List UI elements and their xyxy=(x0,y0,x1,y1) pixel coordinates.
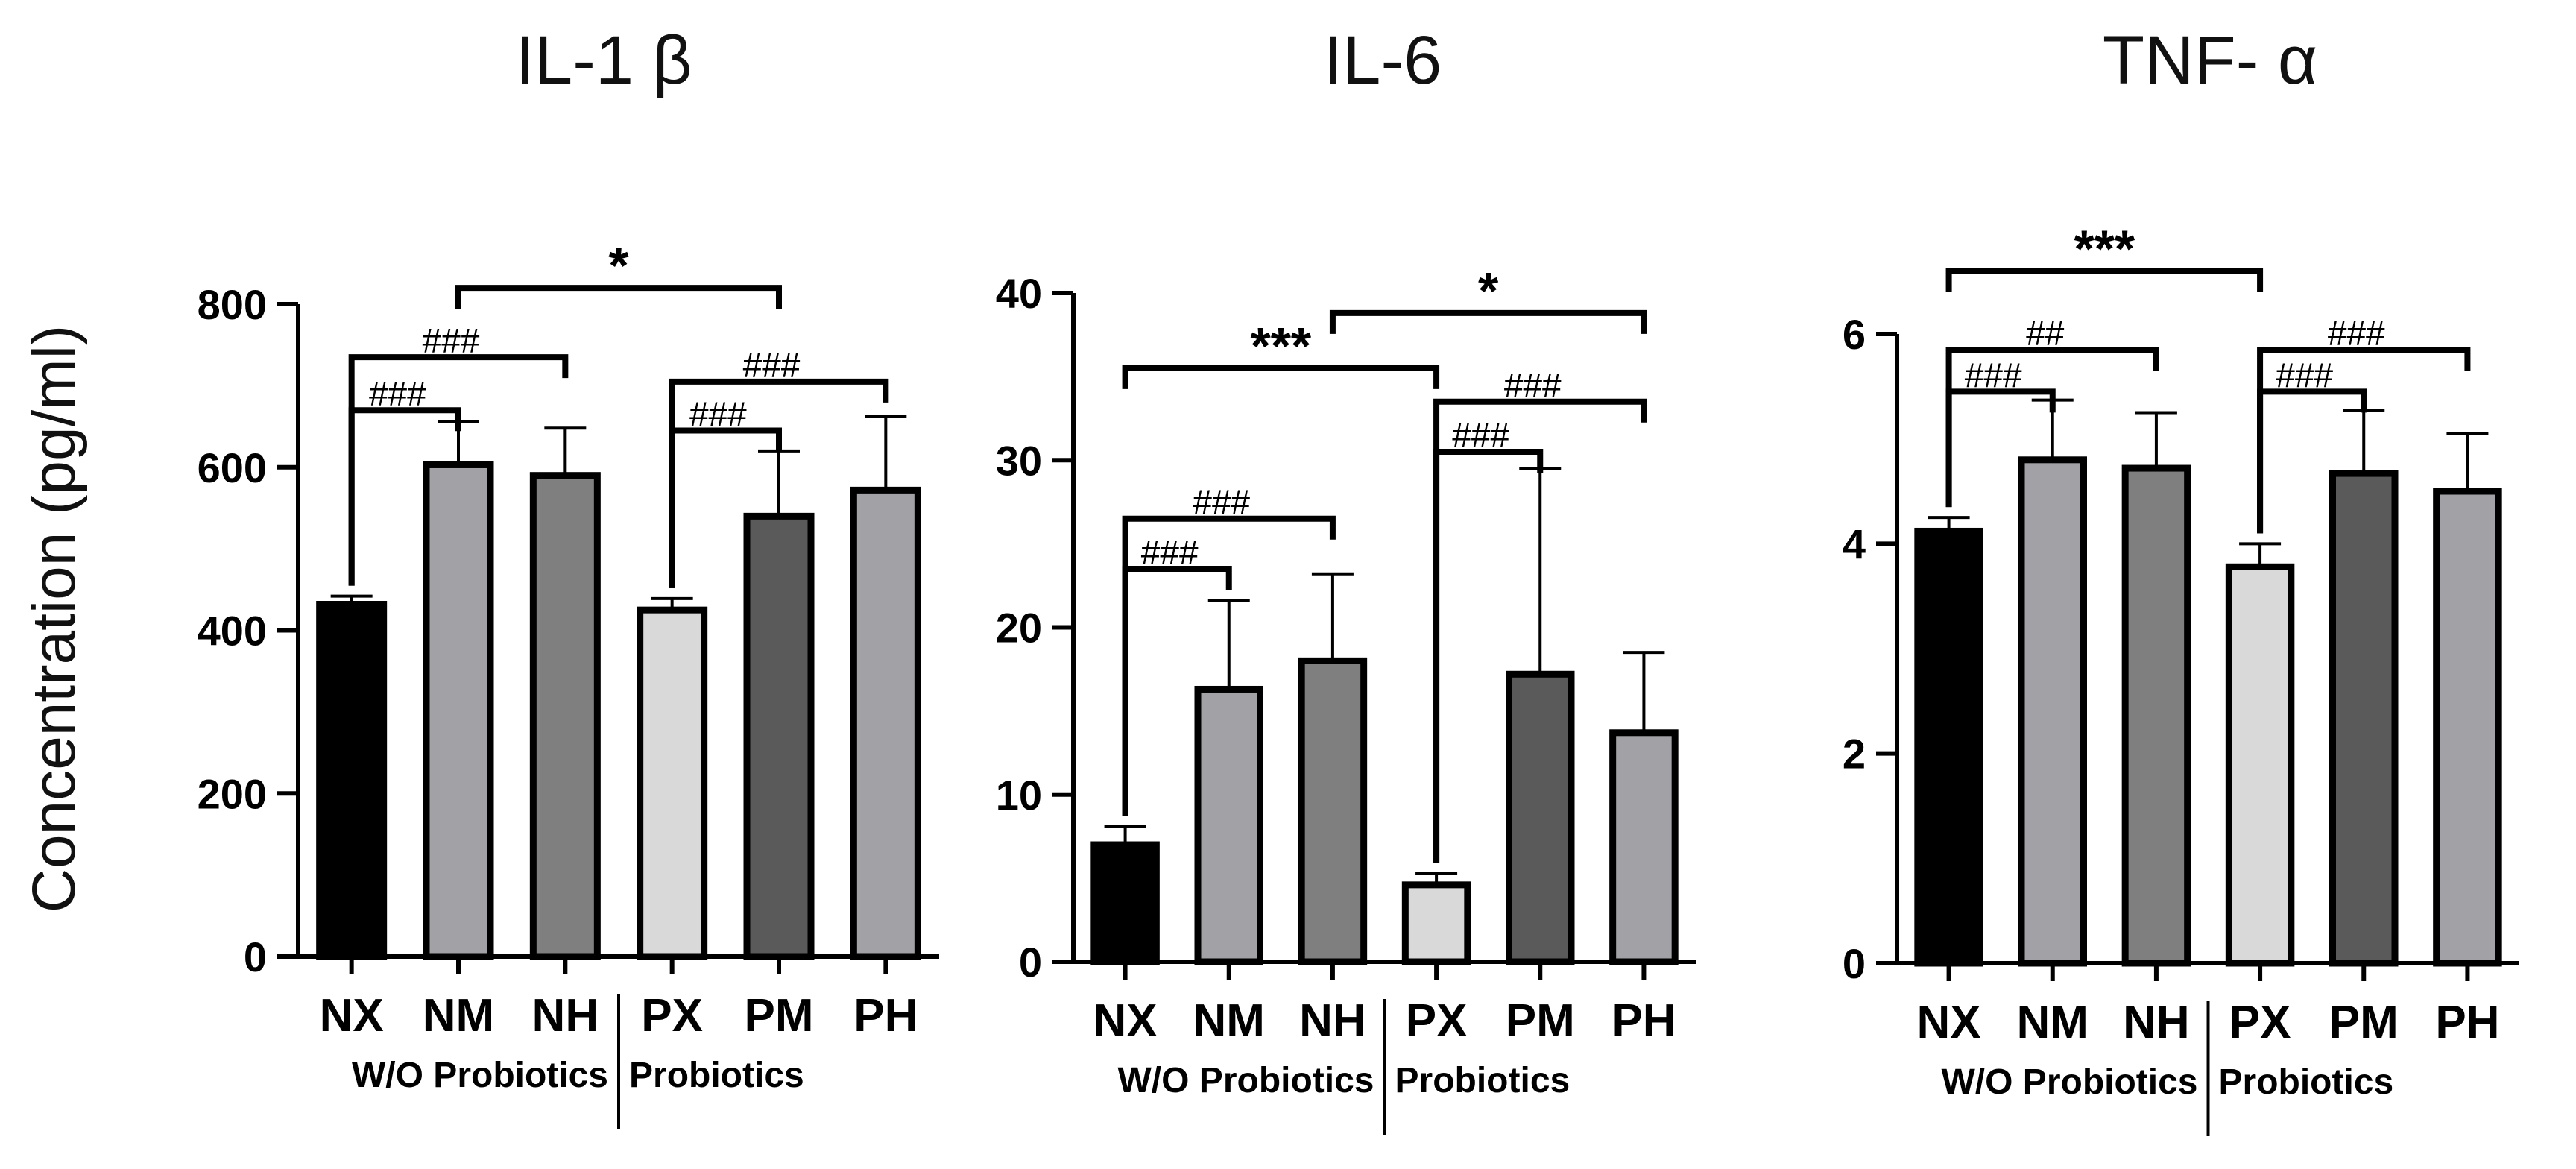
group-label: Probiotics xyxy=(2219,1062,2394,1102)
x-tick-label: NH xyxy=(1299,995,1366,1047)
bar-nx xyxy=(1914,527,1983,967)
significance-stars: * xyxy=(608,236,629,294)
x-tick-label: NM xyxy=(423,990,494,1042)
significance-hashes: ### xyxy=(1141,533,1199,572)
bar-nh xyxy=(529,472,601,960)
y-tick-label: 30 xyxy=(996,437,1042,484)
group-label: W/O Probiotics xyxy=(1941,1062,2197,1102)
x-tick-label: NH xyxy=(2123,997,2190,1048)
significance-hashes: ### xyxy=(2276,356,2333,394)
significance-bracket xyxy=(348,407,461,586)
chart-panel-1: IL-1 β 0 200 400 600 800 NX NM NH PX PM PH W/O Probi… xyxy=(198,22,939,1129)
x-tick-label: NH xyxy=(532,990,599,1042)
y-tick-label: 600 xyxy=(198,444,267,491)
significance-bracket xyxy=(1945,388,2056,508)
y-tick-label: 0 xyxy=(1019,939,1042,986)
significance-bracket xyxy=(1945,268,2264,292)
significance-stars: * xyxy=(1478,262,1499,320)
group-label: W/O Probiotics xyxy=(352,1056,608,1095)
y-tick-label: 20 xyxy=(996,605,1042,652)
significance-bracket xyxy=(669,427,782,588)
significance-hashes: ### xyxy=(1965,356,2022,394)
significance-hashes: ### xyxy=(743,346,801,385)
significance-bracket xyxy=(455,285,782,309)
y-tick-label: 400 xyxy=(198,608,267,655)
significance-bracket xyxy=(1329,309,1647,334)
bar-nm xyxy=(423,461,494,960)
bar-pm xyxy=(2329,470,2399,967)
group-label: Probiotics xyxy=(1395,1061,1570,1100)
y-axis-label: Concentration (pg/ml) xyxy=(20,325,88,913)
bar-nh xyxy=(1298,657,1368,965)
x-tick-label: NX xyxy=(1917,997,1981,1048)
x-tick-label: PM xyxy=(745,990,814,1042)
bar-nm xyxy=(2018,456,2087,967)
x-tick-label: PM xyxy=(1506,995,1575,1047)
chart-panel-3: TNF- α 0 2 4 6 NX NM NH PX PM PH W/O Probiotics Prob… xyxy=(1843,22,2519,1136)
y-tick-label: 0 xyxy=(244,933,267,980)
y-tick-label: 10 xyxy=(996,772,1042,819)
significance-hashes: ### xyxy=(1504,366,1562,405)
significance-hashes: ### xyxy=(1452,416,1509,455)
bar-px xyxy=(1401,881,1471,965)
significance-hashes: ### xyxy=(369,374,426,413)
group-label: W/O Probiotics xyxy=(1117,1061,1374,1100)
x-tick-label: NX xyxy=(320,990,384,1042)
bar-pm xyxy=(743,512,815,960)
y-tick-label: 200 xyxy=(198,770,267,817)
chart-panel-2: IL-6 0 10 20 30 40 NX NM NH PX PM PH W/O Probiotics P… xyxy=(996,22,1696,1135)
x-tick-label: PX xyxy=(641,990,703,1042)
x-tick-label: NM xyxy=(1193,995,1265,1047)
bar-px xyxy=(637,606,708,960)
x-tick-label: NM xyxy=(2017,997,2089,1048)
bar-ph xyxy=(850,486,921,960)
x-tick-label: PM xyxy=(2329,997,2399,1048)
x-tick-label: PX xyxy=(2229,997,2291,1048)
bar-pm xyxy=(1506,670,1575,965)
significance-hashes: ### xyxy=(689,395,747,434)
y-tick-label: 800 xyxy=(198,281,267,328)
significance-bracket xyxy=(1433,449,1544,863)
significance-bracket xyxy=(1122,566,1232,816)
bar-nh xyxy=(2121,464,2191,967)
y-tick-label: 40 xyxy=(996,270,1042,317)
bar-ph xyxy=(1609,729,1679,965)
group-label: Probiotics xyxy=(629,1056,804,1095)
x-tick-label: PH xyxy=(1611,995,1676,1047)
y-tick-label: 4 xyxy=(1843,520,1866,567)
chart-title: IL-1 β xyxy=(515,22,692,98)
significance-stars: *** xyxy=(2074,220,2135,278)
bar-px xyxy=(2225,563,2295,967)
significance-stars: *** xyxy=(1250,317,1311,375)
bar-ph xyxy=(2433,488,2502,967)
significance-bracket xyxy=(1122,365,1440,389)
significance-bracket xyxy=(2257,388,2367,534)
bar-nx xyxy=(1090,841,1160,965)
chart-title: IL-6 xyxy=(1324,22,1442,98)
chart-title: TNF- α xyxy=(2103,22,2317,98)
significance-hashes: ### xyxy=(1193,483,1250,522)
significance-hashes: ### xyxy=(423,321,480,360)
y-tick-label: 0 xyxy=(1843,940,1866,987)
significance-hashes: ### xyxy=(2328,314,2385,353)
x-tick-label: PX xyxy=(1406,995,1468,1047)
x-tick-label: PH xyxy=(853,990,918,1042)
bar-nx xyxy=(316,601,388,960)
x-tick-label: NX xyxy=(1093,995,1158,1047)
y-tick-label: 6 xyxy=(1843,311,1866,358)
x-tick-label: PH xyxy=(2435,997,2499,1048)
significance-hashes: ## xyxy=(2026,314,2065,353)
y-tick-label: 2 xyxy=(1843,731,1866,778)
bar-nm xyxy=(1194,685,1263,965)
